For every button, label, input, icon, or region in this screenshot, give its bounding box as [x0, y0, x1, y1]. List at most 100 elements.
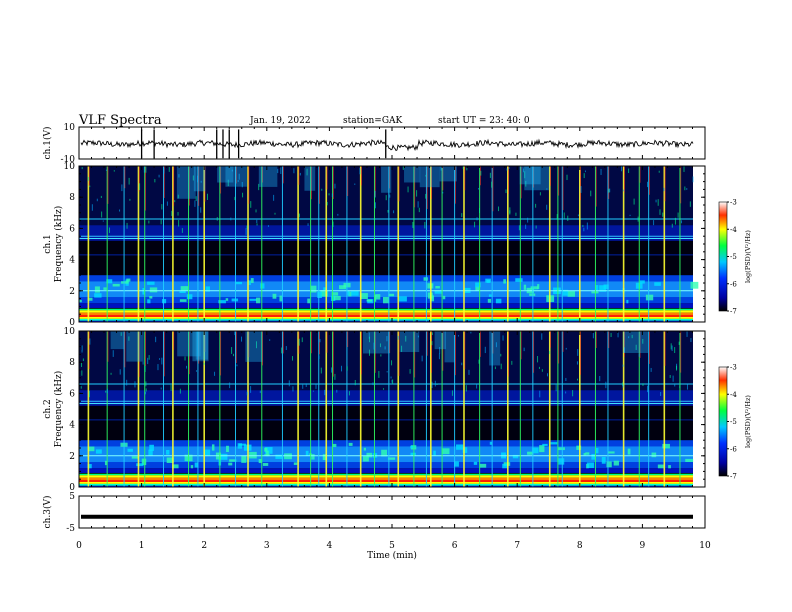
speckle	[686, 188, 688, 190]
speckle	[662, 212, 664, 217]
hiss-patch	[434, 290, 443, 294]
speckle	[511, 360, 513, 365]
speckle	[315, 384, 317, 389]
speckle	[336, 389, 338, 393]
speckle	[515, 212, 517, 216]
hiss-patch	[639, 280, 645, 284]
speckle	[500, 363, 502, 370]
speckle	[386, 336, 388, 342]
speckle	[462, 166, 464, 169]
speckle	[157, 364, 159, 371]
hiss-patch	[87, 297, 93, 301]
speckle	[620, 166, 622, 172]
speckle	[622, 364, 624, 367]
speckle	[319, 339, 321, 343]
speckle	[549, 350, 551, 355]
speckle	[580, 186, 582, 193]
low-frequency-band	[79, 318, 693, 321]
low-band	[79, 468, 693, 473]
speckle	[600, 168, 602, 175]
speckle	[126, 222, 128, 229]
hiss-patch	[179, 290, 186, 293]
hiss-patch	[502, 463, 508, 471]
hiss-patch	[567, 290, 576, 297]
speckle	[479, 207, 481, 213]
hiss-patch	[266, 450, 269, 457]
speckle	[337, 213, 339, 216]
speckle	[170, 384, 172, 391]
speckle	[227, 179, 229, 187]
speckle	[147, 357, 149, 365]
speckle	[299, 172, 301, 176]
speckle	[566, 174, 568, 181]
speckle	[113, 170, 115, 172]
hiss-patch	[433, 450, 436, 456]
speckle	[148, 220, 150, 224]
speckle	[373, 342, 375, 350]
hiss-patch	[211, 444, 215, 451]
spectrogram-2-y-tick-label: 4	[69, 421, 75, 431]
speckle	[628, 168, 630, 174]
speckle	[539, 390, 541, 398]
speckle	[87, 176, 89, 181]
speckle	[195, 196, 197, 201]
speckle	[686, 331, 688, 337]
speckle	[119, 209, 121, 212]
ch1-waveform-ylabel: ch.1(V)	[42, 127, 53, 160]
speckle	[389, 194, 391, 198]
hiss-patch	[237, 443, 242, 449]
speckle	[216, 217, 218, 221]
speckle	[214, 371, 216, 376]
hiss-patch	[542, 443, 548, 446]
hiss-patch	[194, 462, 199, 468]
hiss-patch	[149, 295, 153, 299]
hiss-patch	[249, 298, 257, 301]
hiss-patch	[456, 444, 464, 450]
speckle	[417, 335, 419, 338]
spectrogram-1-y-tick-label: 10	[64, 162, 76, 172]
hiss-patch	[136, 463, 144, 467]
hiss-patch	[226, 445, 229, 453]
speckle	[417, 201, 419, 208]
hiss-patch	[166, 449, 170, 455]
hiss-patch	[249, 451, 257, 459]
colorbar-tick-label: -7	[730, 308, 737, 316]
spectrogram-2-y-tick-label: 8	[69, 358, 75, 368]
speckle	[229, 382, 231, 389]
speckle	[168, 167, 170, 172]
hiss-patch	[126, 278, 131, 282]
speckle	[82, 358, 84, 361]
ch1-waveform-frame	[78, 126, 706, 160]
speckle	[274, 212, 276, 215]
hiss-patch	[595, 448, 599, 454]
spectrogram-1-ylabel: Frequency (kHz)	[53, 206, 64, 283]
speckle	[368, 332, 370, 339]
hiss-patch	[606, 461, 612, 468]
upper-haze	[419, 166, 440, 188]
speckle	[650, 367, 652, 372]
speckle	[546, 204, 548, 210]
colorbar-tick-label: -3	[730, 199, 737, 207]
speckle	[250, 201, 252, 208]
spectrogram-1-y-tick-label: 6	[69, 224, 75, 234]
speckle	[155, 336, 157, 343]
speckle	[470, 331, 472, 334]
dark-gap-band	[79, 240, 693, 276]
speckle	[171, 210, 173, 217]
speckle	[246, 391, 248, 396]
speckle	[671, 345, 673, 352]
upper-haze	[217, 166, 234, 183]
speckle	[306, 168, 308, 176]
speckle	[425, 193, 427, 199]
speckle	[466, 166, 468, 171]
speckle	[535, 225, 537, 229]
speckle	[494, 366, 496, 370]
speckle	[431, 332, 433, 336]
speckle	[354, 183, 356, 185]
hiss-patch	[462, 447, 468, 453]
hiss-patch	[435, 286, 440, 289]
speckle	[161, 357, 163, 365]
colorbar-2-label: log(PSD)(V²/Hz)	[744, 395, 752, 448]
hiss-patch	[586, 462, 595, 469]
speckle	[231, 347, 233, 354]
